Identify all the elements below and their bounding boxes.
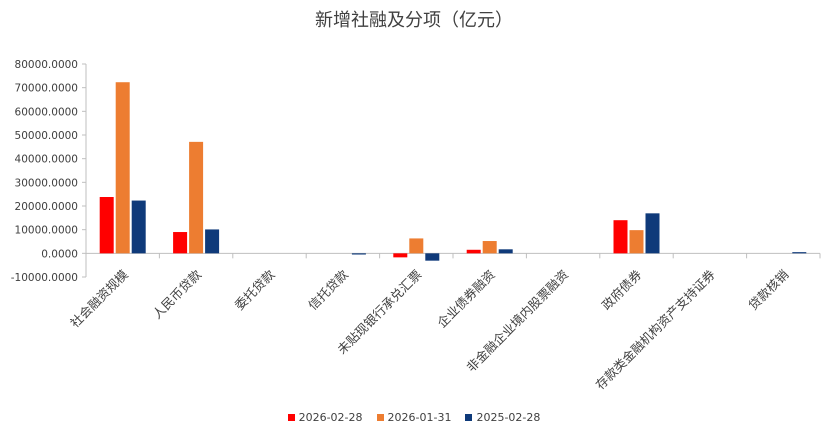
chart-title: 新增社融及分项（亿元） (315, 10, 513, 31)
x-category-label: 企业债券融资 (434, 267, 498, 331)
bar (393, 253, 408, 258)
bar (189, 141, 204, 254)
x-category-label: 人民币贷款 (149, 267, 204, 322)
legend: 2026-02-28 2026-01-31 2025-02-28 (0, 411, 828, 424)
bar (792, 252, 807, 254)
bar (115, 82, 130, 254)
y-tick-label: 60000.0000 (15, 106, 78, 118)
legend-label: 2026-01-31 (387, 411, 452, 424)
y-tick-label: 40000.0000 (15, 154, 78, 166)
y-tick-label: 20000.0000 (15, 201, 78, 213)
x-category-label: 委托贷款 (232, 267, 278, 313)
bar (425, 253, 440, 261)
bar (409, 238, 424, 254)
y-tick-label: 80000.0000 (15, 59, 78, 71)
bar (131, 200, 146, 254)
legend-swatch (465, 414, 473, 421)
bar (173, 232, 188, 254)
bar (629, 230, 644, 254)
legend-swatch (376, 414, 384, 421)
legend-label: 2025-02-28 (476, 411, 541, 424)
bar (482, 241, 497, 254)
y-tick-label: 10000.0000 (15, 225, 78, 237)
legend-label: 2026-02-28 (298, 411, 363, 424)
bar (466, 249, 481, 254)
bar (351, 253, 366, 255)
x-category-label: 贷款核销 (745, 267, 791, 313)
y-tick-label: 30000.0000 (15, 177, 78, 189)
y-tick-label: 70000.0000 (15, 83, 78, 95)
bar (645, 213, 660, 254)
x-category-label: 存款类金融机构资产支持证券 (592, 267, 718, 393)
y-tick-label: 0.0000 (41, 248, 78, 260)
legend-item: 2026-02-28 (287, 411, 363, 424)
bar (205, 229, 220, 254)
y-tick-label: 50000.0000 (15, 130, 78, 142)
legend-swatch (287, 414, 295, 421)
y-tick-label: -10000.0000 (11, 272, 78, 284)
bar (613, 220, 628, 254)
bar (99, 197, 114, 254)
bar (498, 249, 513, 254)
x-category-label: 政府债券 (599, 267, 645, 313)
legend-item: 2025-02-28 (465, 411, 540, 424)
x-category-label: 信托贷款 (305, 267, 351, 313)
legend-item: 2026-01-31 (376, 411, 452, 424)
